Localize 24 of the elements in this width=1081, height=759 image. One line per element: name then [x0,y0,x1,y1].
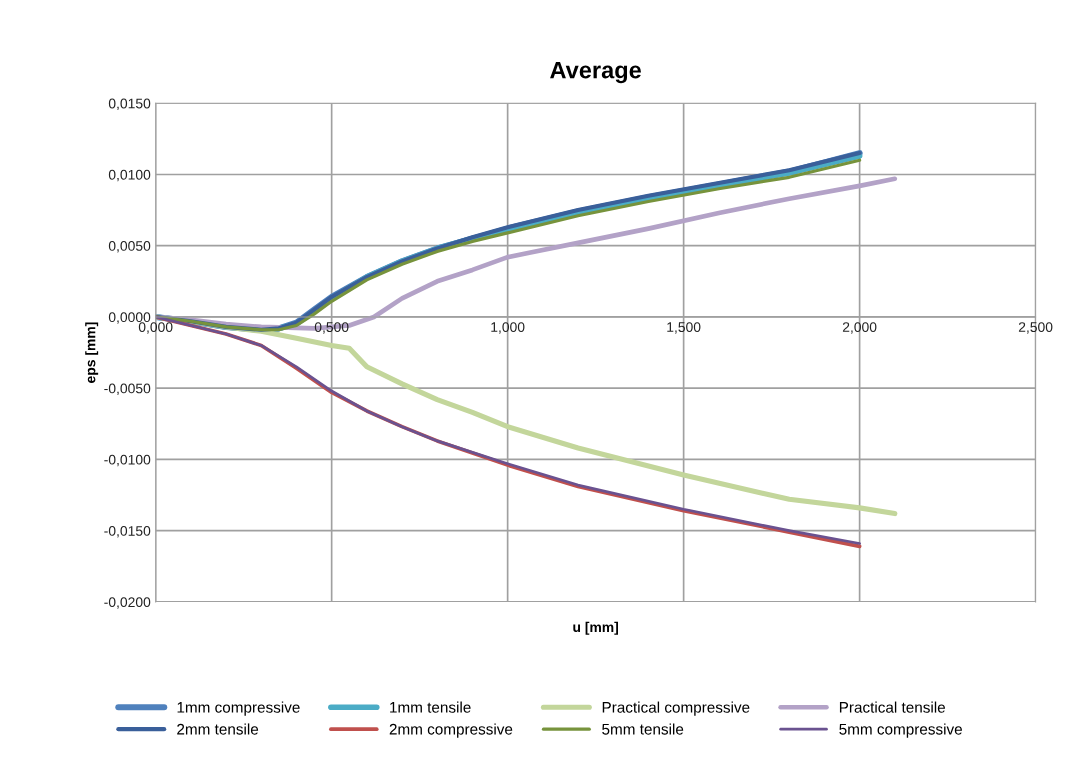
y-tick-label: 0,0100 [108,169,151,182]
x-tick-label: 2,000 [842,322,877,334]
x-tick-label: 2,500 [1018,322,1053,334]
x-axis-title: u [mm] [573,621,618,635]
legend-label: Practical tensile [839,701,946,713]
y-axis-title: eps [mm] [85,322,99,383]
legend-label: Practical compressive [602,701,750,716]
legend-label: 1mm tensile [390,701,471,713]
legend-label: 5mm compressive [839,723,962,738]
y-tick-label: 0,0050 [108,241,151,253]
legend-label: 2mm compressive [389,723,513,738]
y-tick-label: 0,0000 [108,312,151,324]
y-tick-label: -0,0200 [104,597,151,609]
x-tick-label: 0,000 [138,322,173,334]
y-tick-label: 0,0150 [108,98,151,111]
legend-label: 5mm tensile [602,723,684,735]
y-tick-label: -0,0100 [104,454,151,467]
y-tick-label: -0,0050 [104,383,151,395]
x-tick-label: 1,500 [667,322,701,334]
y-tick-label: -0,0150 [104,525,151,538]
chart-title: Average [550,61,641,84]
x-tick-label: 1,000 [491,322,525,334]
legend-label: 2mm tensile [177,723,259,735]
legend-label: 1mm compressive [177,701,300,716]
